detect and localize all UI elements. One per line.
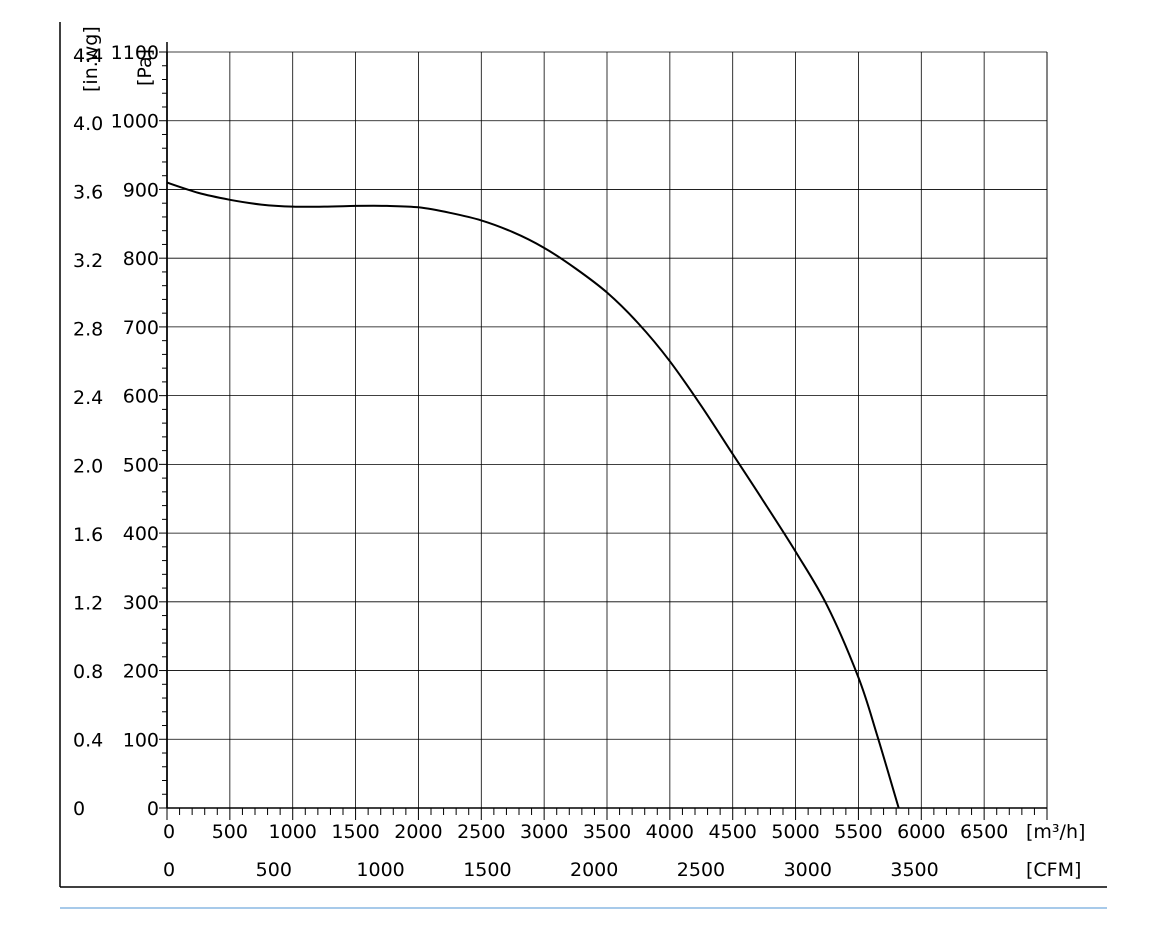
x-tick-label-m3h: 6000 xyxy=(897,821,945,843)
y-tick-label-pa: 900 xyxy=(123,179,159,201)
y-tick-label-inwg: 0.4 xyxy=(73,730,103,752)
x-tick-label-cfm: 1000 xyxy=(356,859,404,881)
y-tick-label-pa: 600 xyxy=(123,386,159,408)
x-tick-label-m3h: 1000 xyxy=(269,821,317,843)
y-tick-label-inwg: 2.8 xyxy=(73,319,103,341)
x-axis-unit-cfm: [CFM] xyxy=(1026,859,1081,881)
x-tick-label-m3h: 5500 xyxy=(834,821,882,843)
y-axis-unit-inwg: [in.wg] xyxy=(80,26,102,92)
y-tick-label-pa: 300 xyxy=(123,592,159,614)
x-tick-label-m3h: 4000 xyxy=(646,821,694,843)
performance-curve xyxy=(166,181,900,809)
x-tick-label-cfm: 1500 xyxy=(463,859,511,881)
x-tick-label-m3h: 5000 xyxy=(771,821,819,843)
axis-ticks xyxy=(159,42,1048,820)
y-tick-label-inwg: 1.2 xyxy=(73,593,103,615)
x-tick-label-m3h: 6500 xyxy=(960,821,1008,843)
y-tick-label-pa: 100 xyxy=(123,729,159,751)
x-tick-label-m3h: 500 xyxy=(212,821,248,843)
x-tick-label-cfm: 3500 xyxy=(890,859,938,881)
x-tick-label-cfm: 2500 xyxy=(677,859,725,881)
x-tick-label-m3h: 2500 xyxy=(457,821,505,843)
y-tick-label-pa: 0 xyxy=(147,798,159,820)
x-axis-unit-m3h: [m³/h] xyxy=(1026,821,1085,843)
y-tick-label-inwg: 3.2 xyxy=(73,250,103,272)
x-tick-label-m3h: 0 xyxy=(163,821,175,843)
x-tick-label-m3h: 1500 xyxy=(331,821,379,843)
grid-lines xyxy=(166,51,1048,809)
y-tick-label-inwg: 4.0 xyxy=(73,113,103,135)
x-tick-label-m3h: 3000 xyxy=(520,821,568,843)
x-tick-label-m3h: 4500 xyxy=(709,821,757,843)
y-tick-label-pa: 400 xyxy=(123,523,159,545)
y-tick-label-pa: 800 xyxy=(123,248,159,270)
y-tick-label-inwg: 3.6 xyxy=(73,182,103,204)
y-tick-label-inwg: 2.0 xyxy=(73,456,103,478)
y-tick-label-inwg: 4.4 xyxy=(73,45,103,67)
y-tick-label-pa: 1000 xyxy=(111,111,159,133)
x-tick-label-cfm: 3000 xyxy=(784,859,832,881)
x-tick-label-m3h: 3500 xyxy=(583,821,631,843)
y-tick-label-inwg: 0 xyxy=(73,798,85,820)
x-tick-label-cfm: 500 xyxy=(256,859,292,881)
y-tick-label-inwg: 0.8 xyxy=(73,661,103,683)
y-tick-label-pa: 500 xyxy=(123,454,159,476)
y-axis-unit-pa: [Pa] xyxy=(134,49,156,86)
y-tick-label-inwg: 2.4 xyxy=(73,387,103,409)
y-tick-label-pa: 700 xyxy=(123,317,159,339)
y-tick-label-pa: 1100 xyxy=(111,42,159,64)
x-tick-label-cfm: 0 xyxy=(163,859,175,881)
y-tick-label-pa: 200 xyxy=(123,661,159,683)
y-tick-label-inwg: 1.6 xyxy=(73,524,103,546)
tick-labels: 0 100 200 300 400 500 600 700 800 900 1000 1100 0 0.4… xyxy=(73,42,1008,881)
x-tick-label-m3h: 2000 xyxy=(394,821,442,843)
x-tick-label-cfm: 2000 xyxy=(570,859,618,881)
